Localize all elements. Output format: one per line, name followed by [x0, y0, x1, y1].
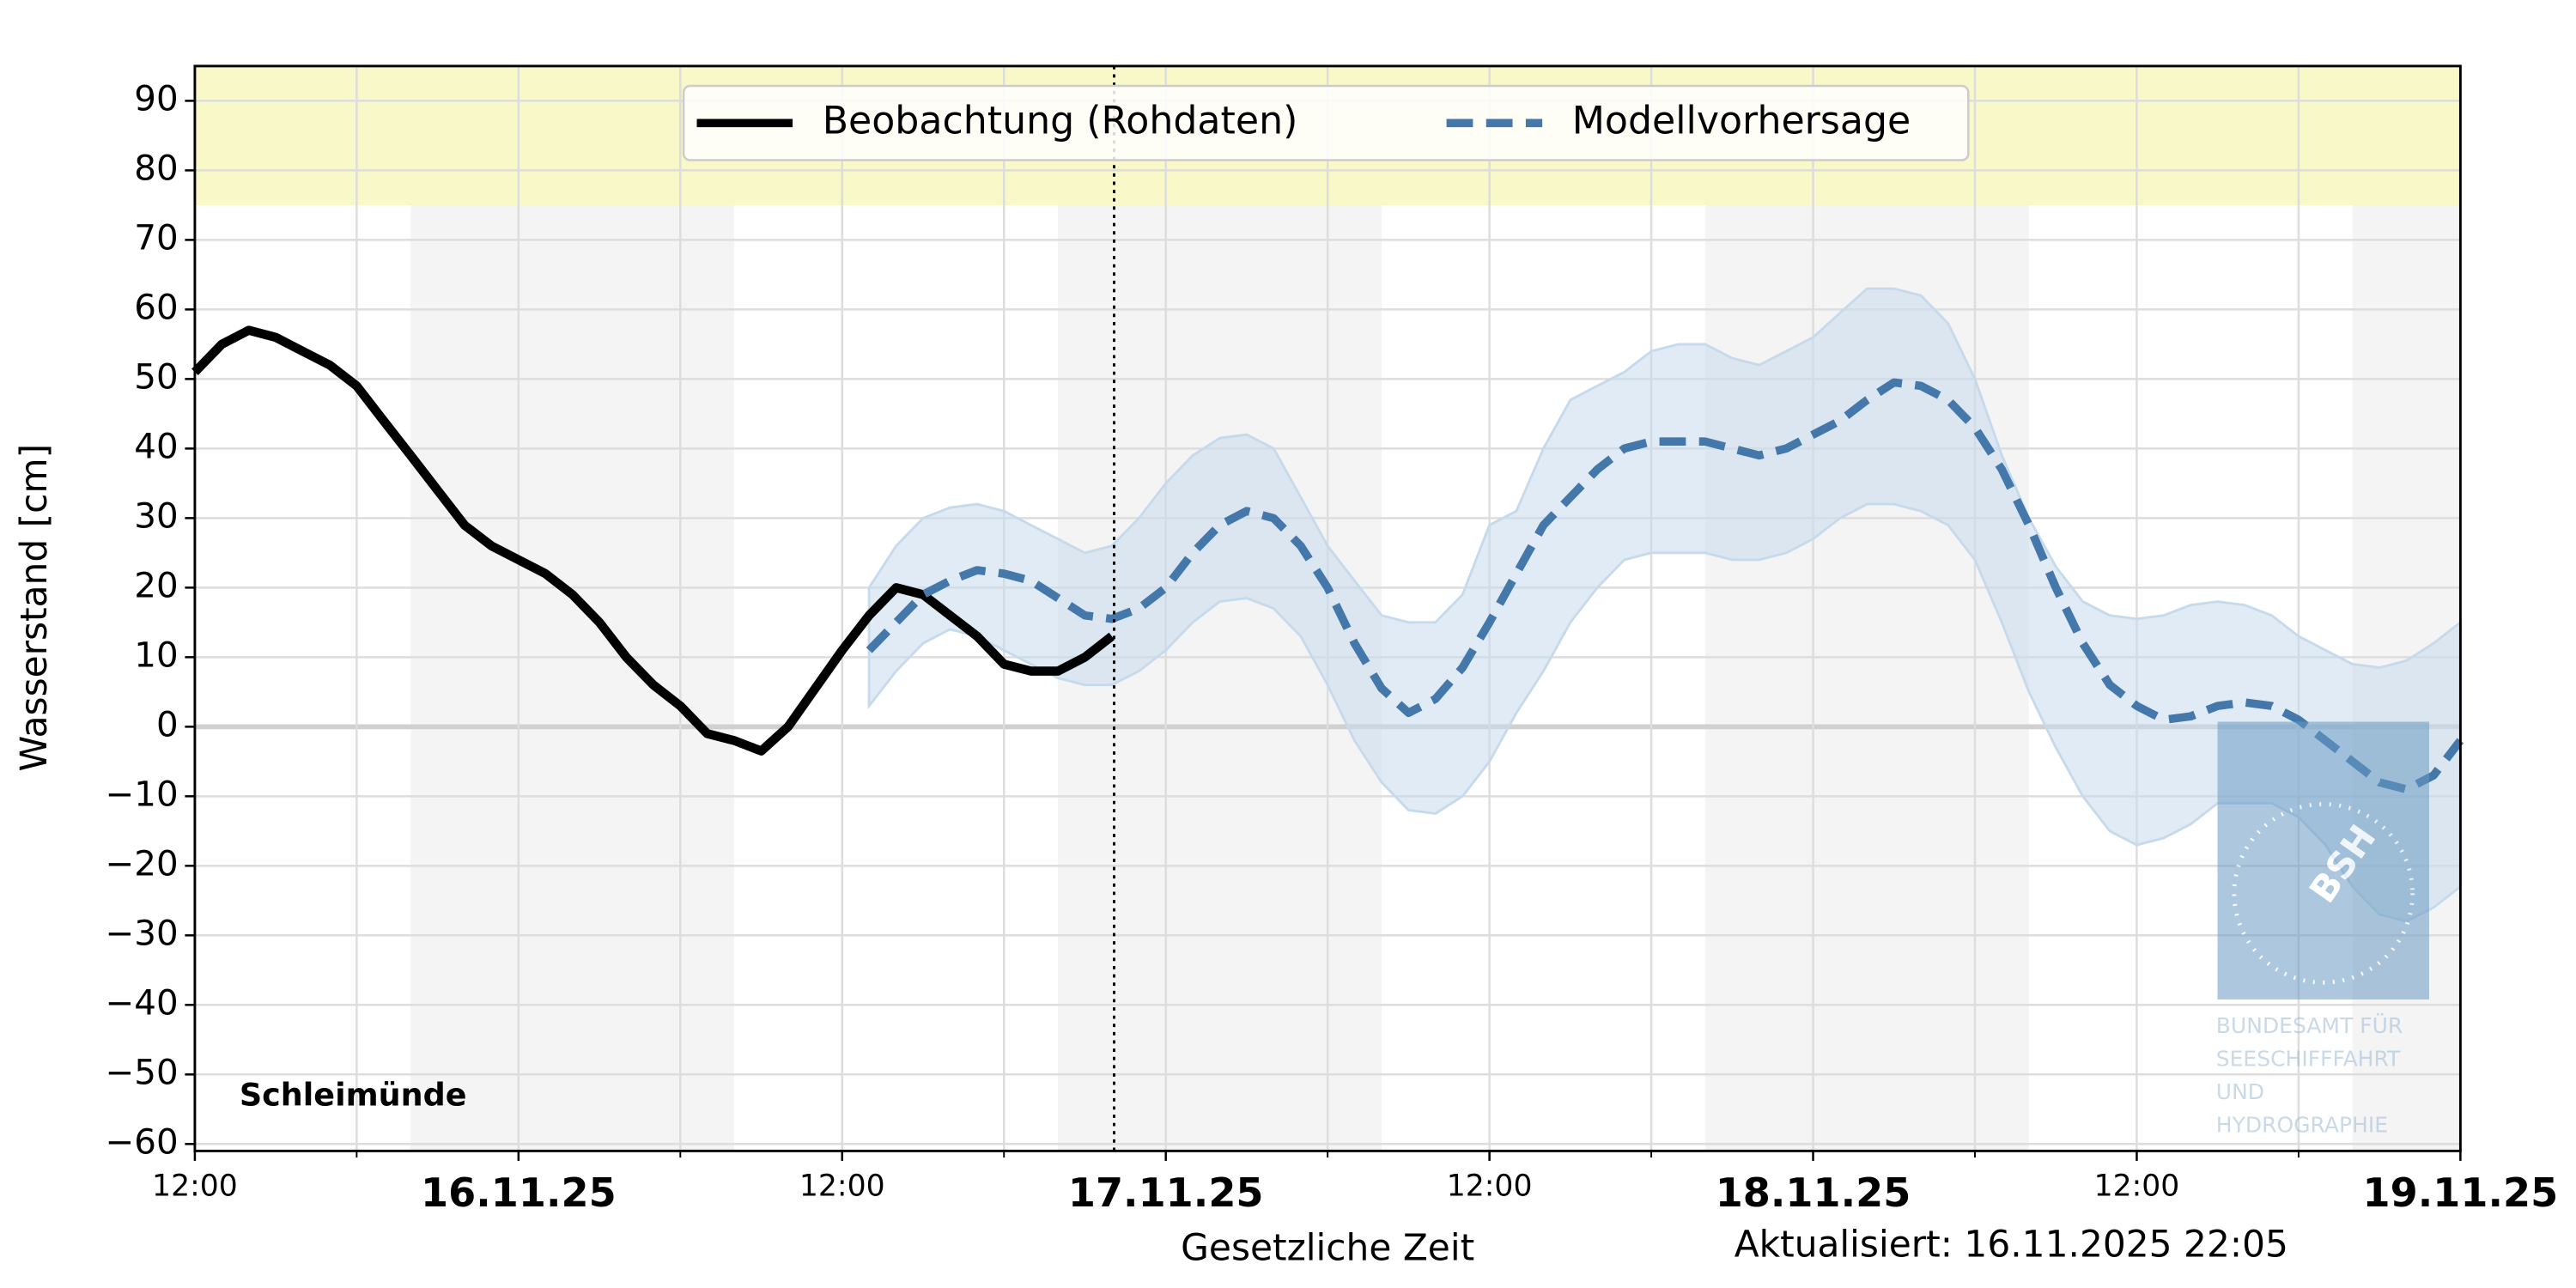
- x-tick-label: 19.11.25: [2363, 1170, 2559, 1216]
- x-tick-label: 16.11.25: [421, 1170, 617, 1216]
- watermark-text: UND: [2216, 1079, 2264, 1104]
- watermark: BSH BUNDESAMT FÜR SEESCHIFFFAHRT UND HYD…: [2216, 721, 2429, 1138]
- y-tick-label: 30: [134, 495, 178, 536]
- y-tick-label: −50: [105, 1052, 178, 1092]
- series-line: [191, 325, 1115, 756]
- x-axis-label: Gesetzliche Zeit: [1181, 1226, 1474, 1268]
- watermark-text: SEESCHIFFFAHRT: [2216, 1047, 2401, 1072]
- x-tick-label: 17.11.25: [1068, 1170, 1264, 1216]
- x-tick-label: 12:00: [2094, 1170, 2180, 1204]
- y-tick-label: 60: [134, 287, 178, 327]
- watermark-text: HYDROGRAPHIE: [2216, 1113, 2388, 1138]
- updated-label: Aktualisiert: 16.11.2025 22:05: [1735, 1223, 2288, 1265]
- y-tick-label: −30: [105, 913, 178, 953]
- y-tick-label: −10: [105, 774, 178, 814]
- y-tick-label: 80: [134, 148, 178, 188]
- y-tick-label: −40: [105, 982, 178, 1023]
- watermark-circle: [2232, 802, 2415, 985]
- grid-layer: −60 −50 −40 −30 −20 −10 0 10 20 30 40 50 60 70 80 90 12:…: [105, 65, 2559, 1216]
- legend-box: [682, 84, 1970, 161]
- y-axis-label: Wasserstand [cm]: [13, 444, 55, 772]
- night-band: [410, 65, 735, 1151]
- plot-frame: [193, 64, 2462, 1152]
- y-tick-label: 90: [134, 78, 178, 118]
- y-tick-label: 10: [134, 635, 178, 675]
- station-label: Schleimünde: [240, 1076, 467, 1113]
- x-tick-label: 12:00: [152, 1170, 238, 1204]
- x-tick-label: 12:00: [799, 1170, 885, 1204]
- legend-label: Beobachtung (Rohdaten): [823, 99, 1298, 143]
- x-tick-label: 12:00: [1447, 1170, 1533, 1204]
- night-band: [1704, 65, 2029, 1151]
- y-tick-label: −20: [105, 843, 178, 884]
- watermark-box: [2217, 721, 2429, 999]
- legend-label: Modellvorhersage: [1572, 99, 1911, 143]
- series-line: [866, 378, 2464, 794]
- y-tick-label: −60: [105, 1121, 178, 1162]
- y-tick-label: 0: [156, 704, 179, 744]
- legend: Beobachtung (Rohdaten) Modellvorhersage: [682, 84, 1970, 161]
- y-tick-label: 40: [134, 426, 178, 466]
- y-tick-label: 20: [134, 565, 178, 605]
- y-tick-label: 50: [134, 356, 178, 397]
- y-tick-label: 70: [134, 217, 178, 258]
- x-tick-label: 18.11.25: [1716, 1170, 1911, 1216]
- watermark-text: BUNDESAMT FÜR: [2216, 1013, 2403, 1038]
